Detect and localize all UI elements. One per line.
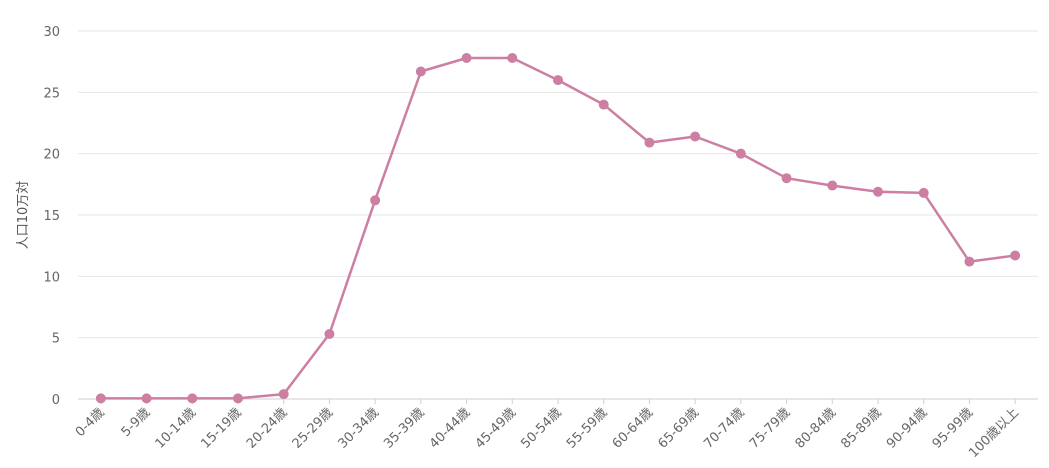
- x-tick-label: 70-74歳: [701, 405, 748, 452]
- x-tick-label: 35-39歳: [381, 405, 428, 452]
- data-point[interactable]: [918, 187, 929, 198]
- data-point[interactable]: [781, 173, 792, 184]
- x-tick-label: 75-79歳: [747, 405, 794, 452]
- data-point[interactable]: [278, 389, 289, 400]
- data-point[interactable]: [827, 180, 838, 191]
- data-point[interactable]: [644, 137, 655, 148]
- x-tick-label: 25-29歳: [290, 405, 337, 452]
- x-tick-label: 30-34歳: [335, 405, 382, 452]
- x-tick-label: 60-64歳: [610, 405, 657, 452]
- data-point[interactable]: [370, 195, 381, 206]
- data-point[interactable]: [873, 186, 883, 197]
- data-point[interactable]: [735, 148, 746, 159]
- x-tick-label: 5-9歳: [119, 405, 154, 440]
- data-point[interactable]: [690, 131, 701, 142]
- data-point[interactable]: [598, 99, 609, 110]
- y-tick-label: 30: [43, 25, 60, 40]
- data-point[interactable]: [1010, 250, 1021, 261]
- x-tick-label: 55-59歳: [564, 405, 611, 452]
- data-point[interactable]: [187, 393, 198, 404]
- x-tick-label: 85-89歳: [838, 405, 885, 452]
- y-tick-label: 10: [43, 270, 60, 285]
- series-line: [100, 56, 1016, 400]
- x-tick-label: 90-94歳: [884, 405, 931, 452]
- x-tick-label: 0-4歳: [73, 405, 108, 440]
- y-tick-label: 0: [52, 393, 60, 408]
- data-point[interactable]: [324, 328, 335, 339]
- y-tick-label: 5: [52, 332, 60, 347]
- y-tick-label: 20: [43, 148, 60, 163]
- x-tick-label: 50-54歳: [518, 405, 565, 452]
- data-point[interactable]: [415, 66, 426, 77]
- data-point[interactable]: [141, 393, 152, 404]
- x-tick-label: 80-84歳: [793, 405, 840, 452]
- x-tick-label: 20-24歳: [244, 405, 291, 452]
- x-tick-label: 40-44歳: [427, 405, 474, 452]
- x-tick-label: 45-49歳: [473, 405, 520, 452]
- data-point[interactable]: [233, 393, 243, 404]
- data-point[interactable]: [553, 75, 563, 86]
- axis-layer: [78, 398, 1038, 404]
- series-layer: [95, 52, 1021, 404]
- x-tick-label: 100歳以上: [966, 405, 1022, 461]
- data-point[interactable]: [461, 52, 472, 63]
- y-tick-label: 25: [43, 86, 60, 101]
- x-tick-label: 15-19歳: [198, 405, 245, 452]
- data-point[interactable]: [95, 393, 106, 404]
- grid-layer: [78, 30, 1038, 339]
- data-point[interactable]: [964, 256, 975, 267]
- y-tick-label: 15: [43, 209, 60, 224]
- x-tick-label: 95-99歳: [930, 405, 977, 452]
- data-point[interactable]: [507, 52, 518, 63]
- x-tick-label: 65-69歳: [655, 405, 702, 452]
- y-axis-label: 人口10万対: [16, 181, 31, 250]
- x-tick-label: 10-14歳: [153, 405, 200, 452]
